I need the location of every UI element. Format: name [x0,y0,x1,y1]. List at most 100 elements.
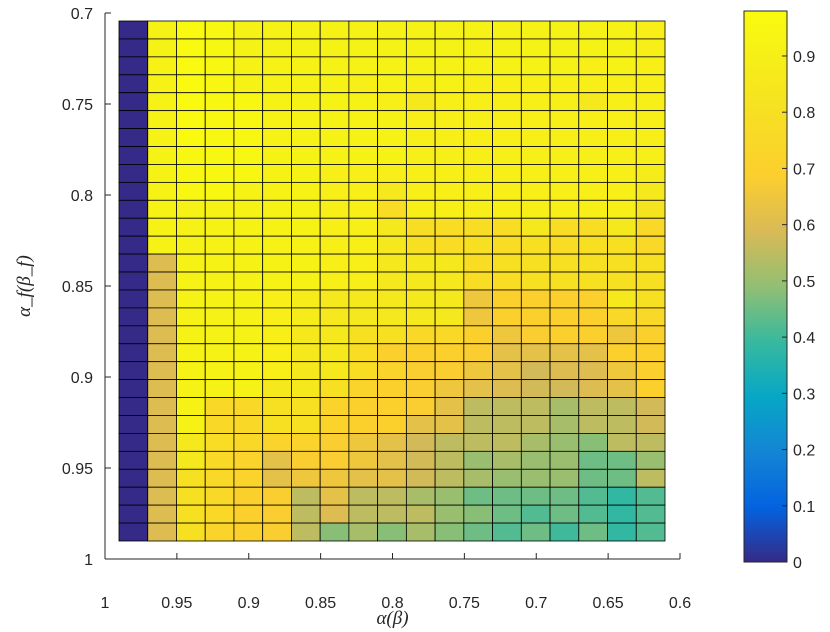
heatmap-cell [434,235,465,255]
heatmap-cell [147,450,177,470]
heatmap-cell [291,433,321,452]
heatmap-cell [377,468,407,488]
heatmap-cell [262,379,292,398]
heatmap-cell [635,379,666,398]
heatmap-cell [549,110,580,129]
heatmap-cell [118,128,149,147]
heatmap-cell [405,110,436,129]
x-tick-label: 0.65 [593,595,624,612]
heatmap-cell [578,468,608,488]
heatmap-cell [549,271,580,291]
heatmap-cell [607,361,637,381]
heatmap-cell [319,433,350,452]
y-axis-label: α_f(β_f) [14,255,35,317]
heatmap-cell [607,271,637,291]
heatmap-cell [405,253,436,273]
heatmap-cell [377,307,407,327]
heatmap-cell [463,343,493,363]
heatmap-cell [291,253,321,273]
heatmap-cell [405,20,436,40]
heatmap-cell [549,289,580,309]
heatmap-cell [118,20,149,40]
heatmap-cell [118,217,149,237]
heatmap-cell [233,415,264,434]
heatmap-cell [233,522,264,542]
heatmap-cell [147,468,177,488]
heatmap-cell [319,38,350,58]
heatmap-cell [405,450,436,470]
heatmap-cell [176,164,206,183]
heatmap-cell [635,20,666,40]
heatmap-cell [520,486,551,506]
heatmap-cell [291,343,321,363]
heatmap-cell [291,486,321,506]
heatmap-cell [434,433,465,452]
heatmap-cell [147,20,177,40]
heatmap-cell [434,343,465,363]
heatmap-cell [377,110,407,129]
heatmap-cell [319,235,350,255]
x-axis-label: α(β) [376,608,408,629]
heatmap-cell [405,486,436,506]
heatmap-cell [377,38,407,58]
heatmap-cell [233,92,264,112]
heatmap-cell [578,217,608,237]
heatmap-cell [635,181,666,201]
heatmap-cell [262,307,292,327]
heatmap-cell [463,253,493,273]
heatmap-cell [176,110,206,129]
heatmap-cell [319,468,350,488]
heatmap-cell [434,450,465,470]
heatmap-cell [492,379,522,398]
heatmap-cell [549,38,580,58]
heatmap-cell [607,307,637,327]
heatmap-cell [204,504,235,524]
heatmap-cell [607,415,637,434]
heatmap-cell [549,397,580,416]
heatmap-cell [377,235,407,255]
heatmap-cell [147,38,177,58]
heatmap-cell [492,128,522,147]
heatmap-cell [204,468,235,488]
heatmap-cell [118,343,149,363]
heatmap-cell [233,289,264,309]
heatmap-cell [520,20,551,40]
colorbar-tick-label: 0.5 [793,274,815,291]
heatmap-cell [147,199,177,219]
heatmap-cell [578,415,608,434]
heatmap-cell [463,522,493,542]
heatmap-cell [463,110,493,129]
heatmap-cell [405,56,436,76]
heatmap-cell [233,164,264,183]
heatmap-cell [291,20,321,40]
heatmap-cell [147,361,177,381]
heatmap-cell [348,325,379,345]
heatmap-cell [262,38,292,58]
heatmap-cell [492,92,522,112]
heatmap-cell [262,433,292,452]
colorbar-tick-label: 0.6 [793,218,815,235]
heatmap-cell [463,486,493,506]
y-tick-label: 0.7 [71,6,93,23]
heatmap-cell [176,253,206,273]
heatmap-cell [549,217,580,237]
heatmap-cell [492,20,522,40]
heatmap-cell [377,433,407,452]
heatmap-cell [492,235,522,255]
heatmap-cell [549,379,580,398]
heatmap-cell [176,450,206,470]
heatmap-cell [635,271,666,291]
heatmap-cell [635,56,666,76]
heatmap-cell [549,468,580,488]
heatmap-cell [204,217,235,237]
heatmap-cell [319,56,350,76]
heatmap-cell [118,468,149,488]
heatmap-cell [492,450,522,470]
heatmap-cell [607,110,637,129]
heatmap-cell [147,253,177,273]
heatmap-cell [233,271,264,291]
heatmap-cell [492,164,522,183]
heatmap-cell [405,74,436,94]
heatmap-cell [291,217,321,237]
heatmap-cell [635,450,666,470]
